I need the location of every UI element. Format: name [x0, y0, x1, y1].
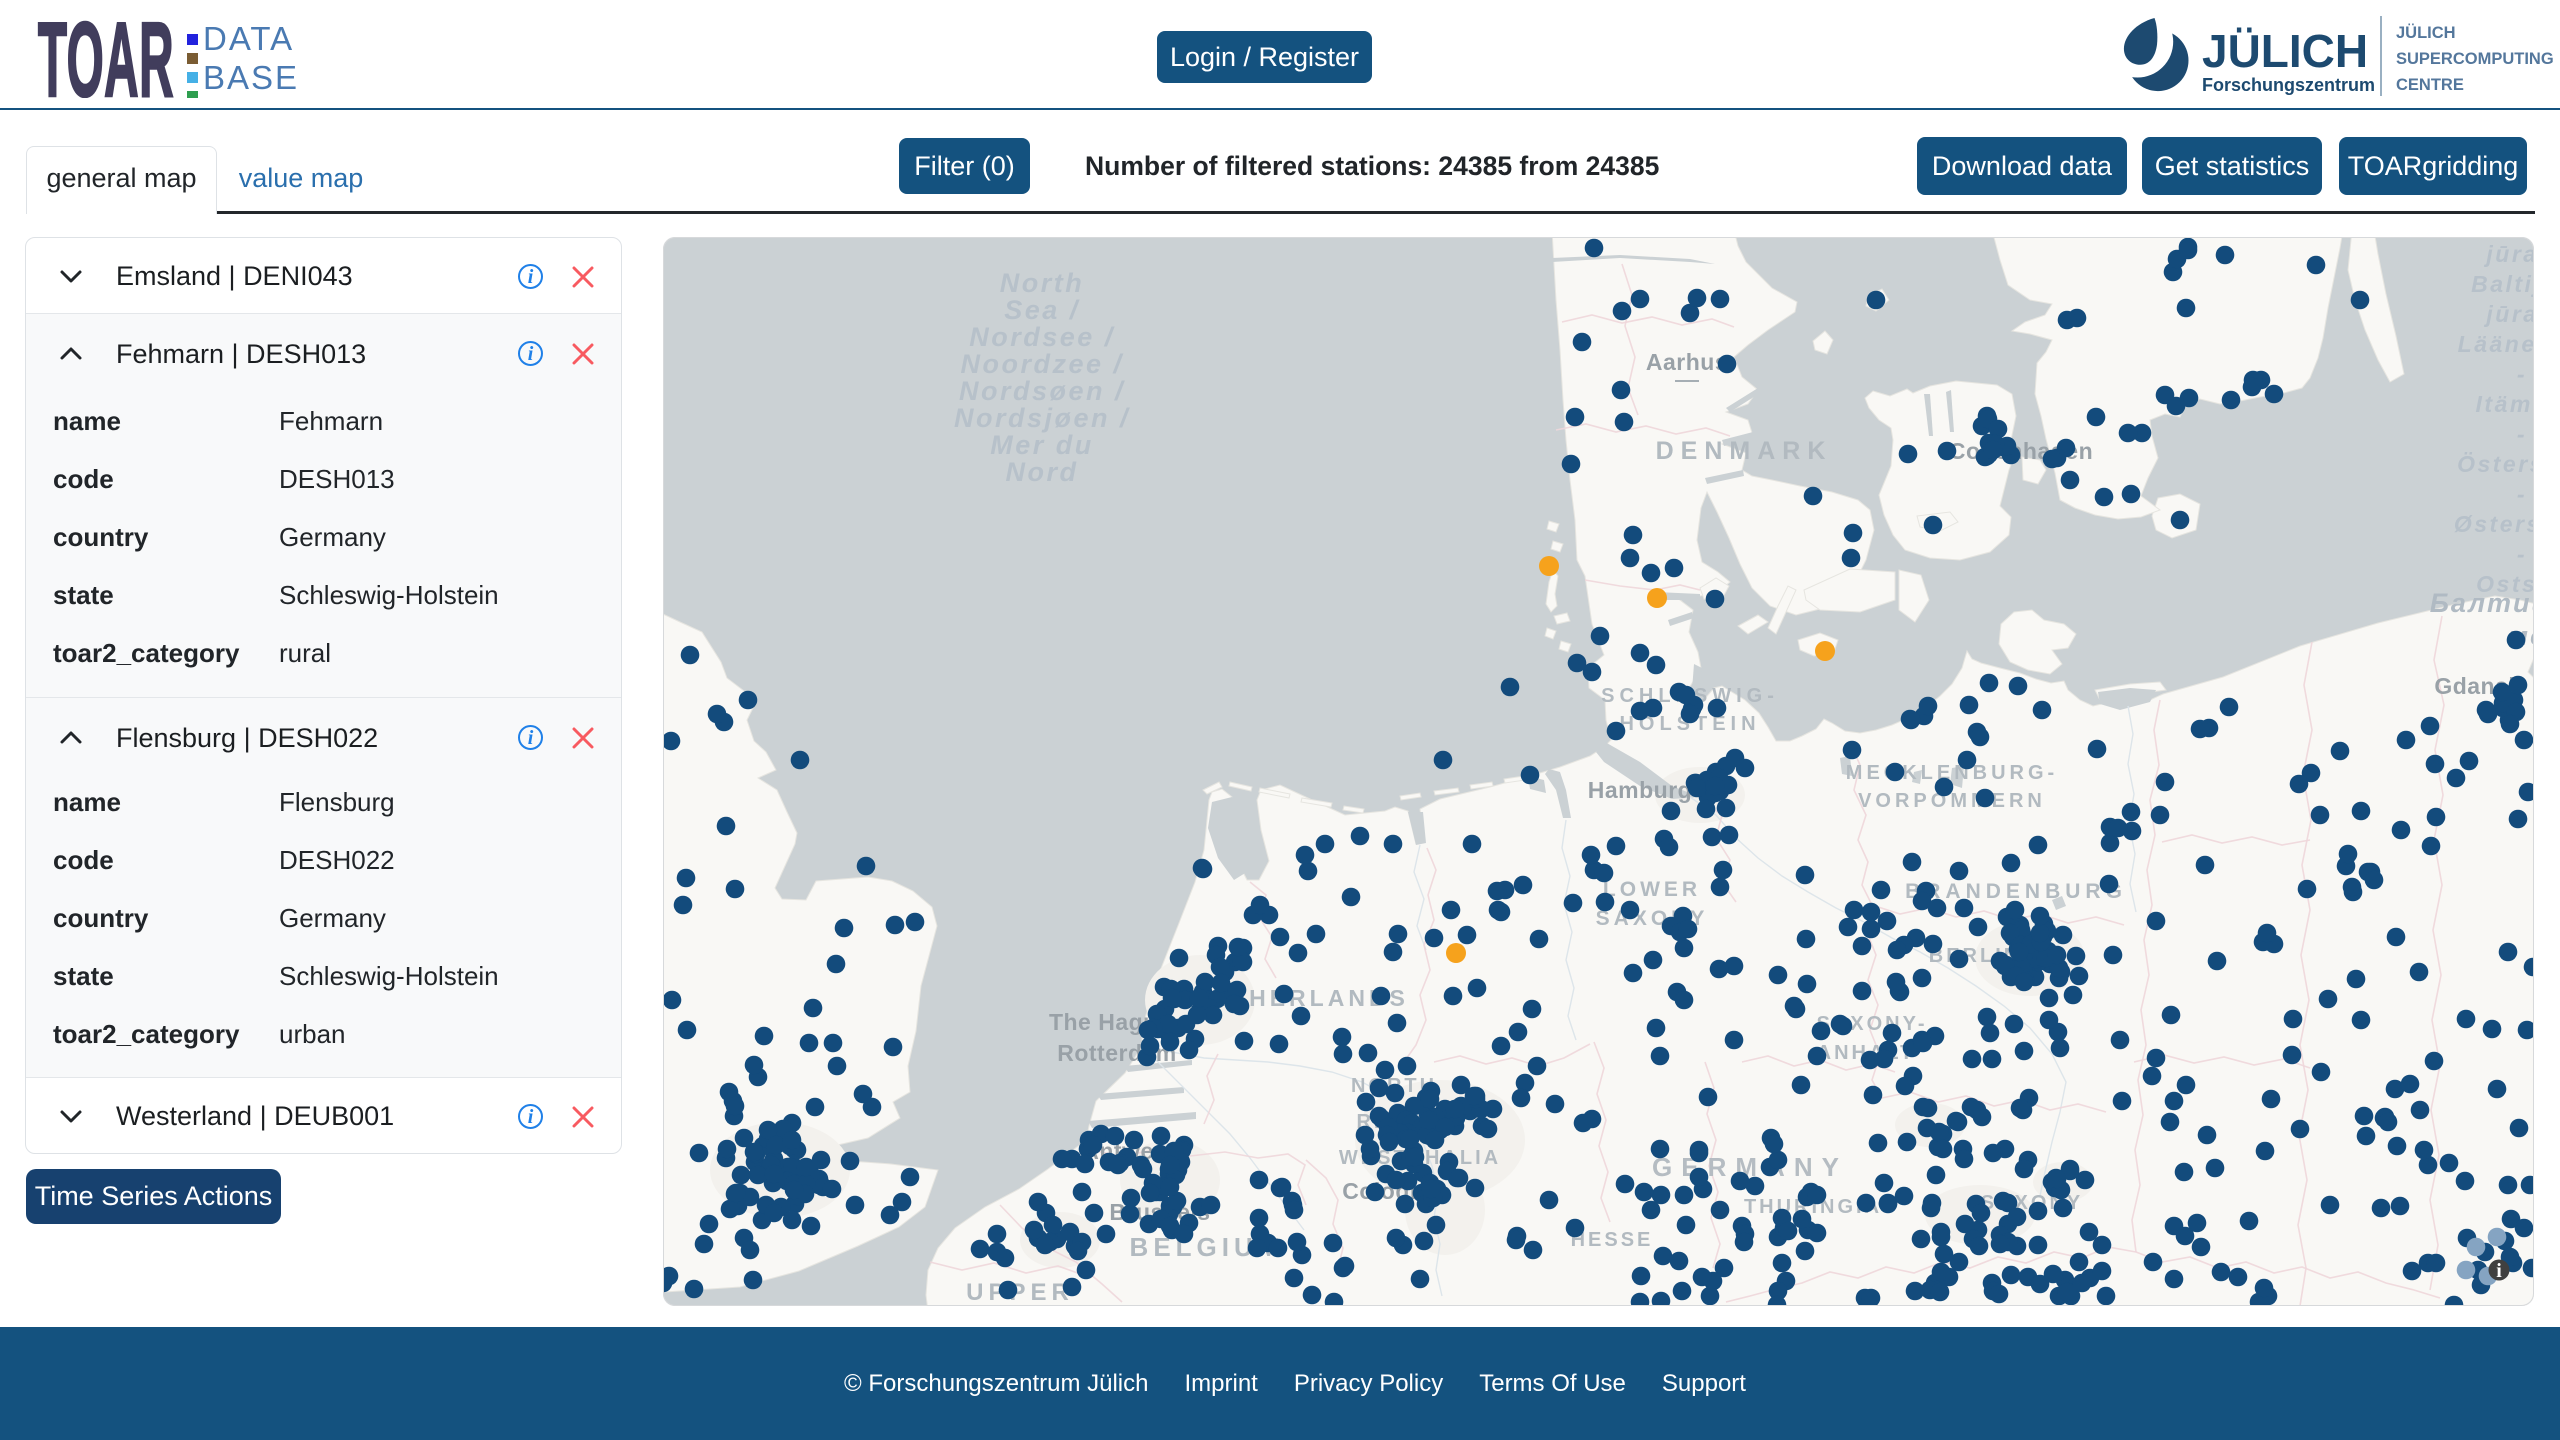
svg-text:BRANDENBURG: BRANDENBURG — [1905, 880, 2127, 903]
svg-text:Østersøen: Østersøen — [2454, 511, 2534, 537]
svg-text:Itämeri: Itämeri — [2476, 391, 2534, 417]
svg-text:JÜLICH: JÜLICH — [2202, 25, 2368, 77]
svg-text:jūra -: jūra - — [2483, 301, 2534, 327]
svg-text:Noordzee /: Noordzee / — [960, 349, 1123, 379]
svg-text:CENTRE: CENTRE — [2396, 76, 2464, 94]
svg-text:Nordsee /: Nordsee / — [969, 322, 1115, 352]
svg-text:JÜLICH: JÜLICH — [2396, 23, 2456, 42]
svg-text:-: - — [2517, 421, 2527, 447]
svg-text:Hamburg: Hamburg — [1588, 777, 1692, 803]
svg-text:HOLSTEIN: HOLSTEIN — [1619, 713, 1760, 735]
svg-text:Läänemer: Läänemer — [2458, 331, 2534, 357]
svg-text:Aarhus: Aarhus — [1646, 349, 1728, 375]
svg-text:jūra -: jūra - — [2483, 241, 2534, 267]
svg-text:Forschungszentrum: Forschungszentrum — [2202, 75, 2375, 95]
svg-text:BASE: BASE — [203, 59, 299, 96]
svg-text:HESSE: HESSE — [1571, 1229, 1654, 1251]
svg-text:Nordsjøen /: Nordsjøen / — [954, 403, 1130, 433]
svg-text:LOWER: LOWER — [1603, 878, 1701, 901]
svg-text:Ostsee: Ostsee — [2476, 571, 2534, 597]
svg-text:Baltijas: Baltijas — [2471, 271, 2534, 297]
svg-text:VORPOMMERN: VORPOMMERN — [1858, 790, 2046, 812]
svg-text:DENMARK: DENMARK — [1656, 437, 1833, 465]
svg-text:DATA: DATA — [203, 20, 294, 57]
svg-text:Mer du: Mer du — [990, 430, 1094, 460]
svg-text:North: North — [1000, 268, 1084, 298]
svg-text:UPPER: UPPER — [966, 1279, 1074, 1306]
svg-text:-: - — [2517, 361, 2527, 387]
svg-text:Nordsøen /: Nordsøen / — [959, 376, 1125, 406]
svg-text:-: - — [2517, 541, 2527, 567]
svg-text:GERMANY: GERMANY — [1652, 1152, 1848, 1182]
svg-text:MECKLENBURG-: MECKLENBURG- — [1846, 762, 2058, 784]
svg-text:Östersjön: Östersjön — [2457, 451, 2534, 477]
svg-text:Sea /: Sea / — [1004, 295, 1080, 325]
svg-text:Балтийское: Балтийское — [2430, 588, 2534, 618]
svg-text:Nord: Nord — [1006, 457, 1079, 487]
svg-text:TOAR: TOAR — [38, 12, 174, 98]
svg-text:i: i — [2496, 1260, 2502, 1282]
svg-text:-: - — [2517, 481, 2527, 507]
svg-text:POL: POL — [2531, 987, 2534, 1014]
svg-text:SUPERCOMPUTING: SUPERCOMPUTING — [2396, 50, 2554, 68]
